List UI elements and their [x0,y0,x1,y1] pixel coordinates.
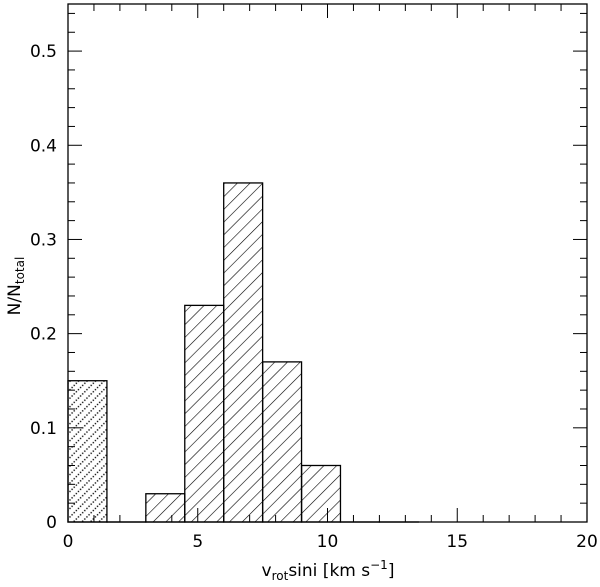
x-tick-label: 0 [63,532,74,552]
x-axis-label: vrotsini [km s−1] [262,558,395,583]
bar [263,362,302,522]
x-tick-label: 15 [446,532,468,552]
bar [185,305,224,522]
plot-frame [68,4,587,522]
x-tick-label: 20 [576,532,598,552]
x-tick-label: 10 [317,532,339,552]
y-tick-label: 0.5 [30,42,57,62]
bar [146,494,185,522]
bar [224,183,263,522]
y-tick-label: 0.1 [30,419,57,439]
bar [302,465,341,522]
y-tick-label: 0.3 [30,230,57,250]
x-tick-label: 5 [192,532,203,552]
y-tick-label: 0 [46,513,57,533]
y-tick-label: 0.2 [30,325,57,345]
bar [68,381,107,522]
y-axis-label: N/Ntotal [5,257,27,316]
y-tick-label: 0.4 [30,136,57,156]
